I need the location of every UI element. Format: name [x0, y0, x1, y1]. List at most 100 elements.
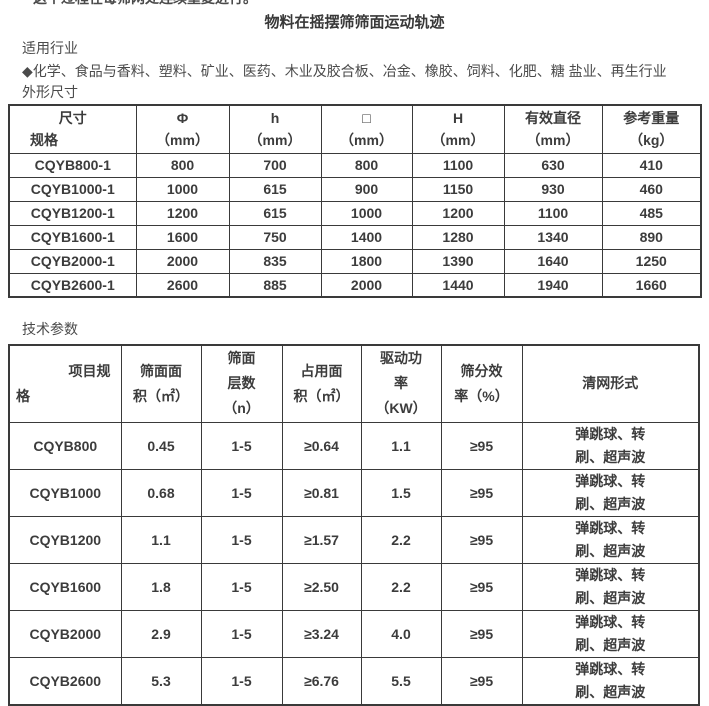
footprint-cell: ≥3.24	[281, 609, 362, 658]
model-cell: CQYB2600-1	[8, 272, 137, 298]
area-cell: 1.1	[120, 515, 202, 564]
header-h: h （mm）	[228, 104, 322, 154]
H-cell: 1100	[411, 152, 505, 178]
effective-diameter-cell: 630	[503, 152, 603, 178]
header-footprint: 占用面 积（㎡）	[281, 344, 362, 423]
header-efficiency: 筛分效 率（%）	[440, 344, 523, 423]
model-cell: CQYB800-1	[8, 152, 137, 178]
dimension-table-header-row: 尺寸 规格 Φ （mm） h （mm） □ （mm） H （mm） 有效直径 （…	[8, 104, 702, 154]
weight-cell: 890	[601, 224, 702, 250]
power-cell: 2.2	[360, 515, 442, 564]
cleaning-cell: 弹跳球、转 刷、超声波	[521, 656, 700, 705]
footprint-cell: ≥0.64	[281, 421, 362, 470]
clipped-paragraph-text: 这个过程在每筛网处连续重复进行。	[0, 0, 709, 8]
cleaning-cell: 弹跳球、转 刷、超声波	[521, 421, 700, 470]
area-cell: 0.45	[120, 421, 202, 470]
phi-cell: 1200	[135, 200, 230, 226]
phi-cell: 1000	[135, 176, 230, 202]
power-cell: 2.2	[360, 562, 442, 611]
header-item-spec: 项目规 格	[8, 344, 122, 423]
weight-cell: 1660	[601, 272, 702, 298]
phi-cell: 2600	[135, 272, 230, 298]
model-cell: CQYB2000-1	[8, 248, 137, 274]
model-cell: CQYB1600	[8, 562, 122, 611]
model-cell: CQYB2600	[8, 656, 122, 705]
square-cell: 900	[320, 176, 413, 202]
square-cell: 800	[320, 152, 413, 178]
h-cell: 750	[228, 224, 322, 250]
header-reference-weight: 参考重量 （kg）	[601, 104, 702, 154]
h-cell: 835	[228, 248, 322, 274]
square-cell: 1800	[320, 248, 413, 274]
table-row: CQYB1200-1 1200 615 1000 1200 1100 485	[8, 200, 702, 226]
layers-cell: 1-5	[200, 468, 283, 517]
area-cell: 2.9	[120, 609, 202, 658]
model-cell: CQYB1200	[8, 515, 122, 564]
model-cell: CQYB1600-1	[8, 224, 137, 250]
layers-cell: 1-5	[200, 562, 283, 611]
model-cell: CQYB1000-1	[8, 176, 137, 202]
h-cell: 615	[228, 176, 322, 202]
clipped-paragraph: 这个过程在每筛网处连续重复进行。	[0, 0, 709, 9]
footprint-cell: ≥6.76	[281, 656, 362, 705]
model-cell: CQYB2000	[8, 609, 122, 658]
efficiency-cell: ≥95	[440, 515, 523, 564]
dimension-table: 尺寸 规格 Φ （mm） h （mm） □ （mm） H （mm） 有效直径 （…	[8, 104, 702, 298]
industries-line: ◆化学、食品与香料、塑料、矿业、医药、木业及胶合板、冶金、橡胶、饲料、化肥、糖 …	[22, 63, 667, 79]
weight-cell: 460	[601, 176, 702, 202]
header-item-line2: 格	[16, 387, 30, 404]
effective-diameter-cell: 1340	[503, 224, 603, 250]
square-cell: 1000	[320, 200, 413, 226]
cleaning-cell: 弹跳球、转 刷、超声波	[521, 468, 700, 517]
H-cell: 1440	[411, 272, 505, 298]
header-effective-diameter: 有效直径 （mm）	[503, 104, 603, 154]
h-cell: 615	[228, 200, 322, 226]
table-row: CQYB1600-1 1600 750 1400 1280 1340 890	[8, 224, 702, 250]
applicable-industries-label: 适用行业	[22, 40, 78, 56]
square-cell: 2000	[320, 272, 413, 298]
power-cell: 1.5	[360, 468, 442, 517]
header-power: 驱动功 率 （KW）	[360, 344, 442, 423]
table-row: CQYB2600 5.3 1-5 ≥6.76 5.5 ≥95 弹跳球、转 刷、超…	[8, 656, 700, 705]
H-cell: 1280	[411, 224, 505, 250]
table-row: CQYB2600-1 2600 885 2000 1440 1940 1660	[8, 272, 702, 298]
cleaning-cell: 弹跳球、转 刷、超声波	[521, 609, 700, 658]
area-cell: 1.8	[120, 562, 202, 611]
effective-diameter-cell: 1100	[503, 200, 603, 226]
effective-diameter-cell: 1640	[503, 248, 603, 274]
h-cell: 700	[228, 152, 322, 178]
tech-table-header-row: 项目规 格 筛面面 积（㎡） 筛面 层数 （n） 占用面 积（㎡） 驱动功 率 …	[8, 344, 700, 423]
phi-cell: 1600	[135, 224, 230, 250]
efficiency-cell: ≥95	[440, 421, 523, 470]
header-cleaning: 清网形式	[521, 344, 700, 423]
header-screen-area: 筛面面 积（㎡）	[120, 344, 202, 423]
efficiency-cell: ≥95	[440, 562, 523, 611]
header-square: □ （mm）	[320, 104, 413, 154]
H-cell: 1150	[411, 176, 505, 202]
footprint-cell: ≥1.57	[281, 515, 362, 564]
weight-cell: 485	[601, 200, 702, 226]
power-cell: 4.0	[360, 609, 442, 658]
weight-cell: 1250	[601, 248, 702, 274]
layers-cell: 1-5	[200, 421, 283, 470]
tech-params-table: 项目规 格 筛面面 积（㎡） 筛面 层数 （n） 占用面 积（㎡） 驱动功 率 …	[8, 344, 700, 706]
cleaning-cell: 弹跳球、转 刷、超声波	[521, 562, 700, 611]
efficiency-cell: ≥95	[440, 609, 523, 658]
footprint-cell: ≥0.81	[281, 468, 362, 517]
phi-cell: 2000	[135, 248, 230, 274]
header-item-line1: 项目规	[68, 362, 111, 379]
model-cell: CQYB1200-1	[8, 200, 137, 226]
header-size-spec: 尺寸 规格	[8, 104, 137, 154]
header-phi: Φ （mm）	[135, 104, 230, 154]
model-cell: CQYB1000	[8, 468, 122, 517]
efficiency-cell: ≥95	[440, 468, 523, 517]
H-cell: 1200	[411, 200, 505, 226]
layers-cell: 1-5	[200, 609, 283, 658]
header-size-label: 尺寸	[58, 110, 87, 127]
tech-params-label: 技术参数	[22, 321, 78, 337]
h-cell: 885	[228, 272, 322, 298]
power-cell: 5.5	[360, 656, 442, 705]
layers-cell: 1-5	[200, 656, 283, 705]
table-row: CQYB2000-1 2000 835 1800 1390 1640 1250	[8, 248, 702, 274]
efficiency-cell: ≥95	[440, 656, 523, 705]
